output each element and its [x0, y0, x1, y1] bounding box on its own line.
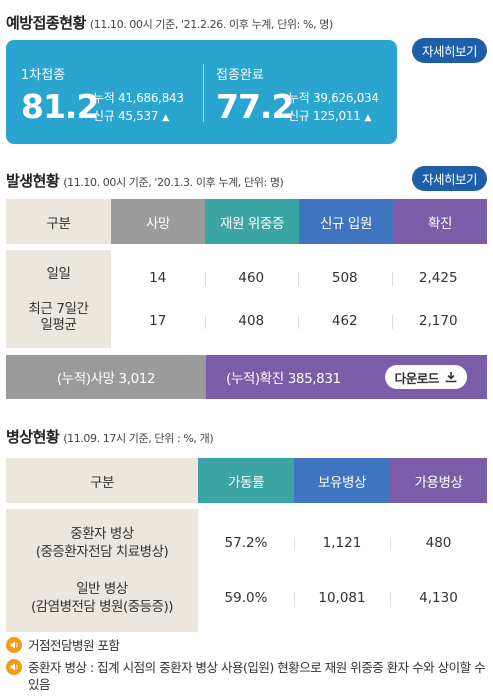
daily-death: 14	[149, 269, 167, 286]
occurrence-table: 구분 사망 재원 위중증 신규 입원 확진 일일 최근 7일간 일평균 14 46…	[6, 199, 487, 348]
general-total: 10,081	[294, 590, 390, 607]
complete-new: 신규 125,011 ▲	[288, 107, 371, 124]
cumulative-confirmed: (누적)확진 385,831	[226, 371, 341, 387]
cumulative-bar: (누적)사망 3,012 (누적)확진 385,831 다운로드	[6, 355, 487, 399]
vaccination-card: 1차접종 81.2 누적 41,686,843 신규 45,537 ▲ 접종완료 …	[6, 40, 397, 144]
beds-header-row: 구분 가동률 보유병상 가용병상	[6, 458, 487, 503]
first-dose-new: 신규 45,537 ▲	[93, 107, 169, 124]
download-label: 다운로드	[394, 370, 440, 386]
table-row: 17 408 462 2,170	[111, 313, 487, 329]
occurrence-header-row: 구분 사망 재원 위중증 신규 입원 확진	[6, 199, 487, 244]
cumulative-confirmed-panel: (누적)확진 385,831 다운로드	[206, 355, 487, 399]
first-dose-label: 1차접종	[21, 68, 66, 83]
vaccination-note: (11.10. 00시 기준, '21.2.26. 이후 누계, 단위: %, …	[89, 18, 334, 31]
icu-bed-label-main: 중환자 병상	[70, 525, 134, 542]
weekly-confirmed: 2,170	[391, 313, 486, 329]
beds-values: 57.2% 1,121 480 59.0% 10,081 4,130	[198, 509, 487, 632]
first-dose-rate: 81.2	[21, 87, 99, 126]
footnote-text: 거점전담병원 포함	[28, 638, 120, 653]
icu-available: 480	[390, 535, 487, 551]
footnote-item: 거점전담병원 포함	[6, 637, 487, 654]
general-occupancy: 59.0%	[224, 590, 268, 607]
beds-header-total: 보유병상	[294, 458, 390, 503]
weekly-new-admission: 462	[298, 313, 392, 329]
general-bed-label-main: 일반 병상	[76, 581, 128, 598]
speaker-icon	[6, 637, 22, 653]
beds-title: 병상현황	[6, 428, 60, 446]
daily-icu: 460	[204, 270, 299, 286]
header-new-admission: 신규 입원	[299, 199, 393, 244]
occurrence-title: 발생현황	[6, 172, 60, 190]
vaccination-title: 예방접종현황	[6, 14, 86, 32]
daily-new-admission: 508	[298, 270, 392, 286]
card-divider	[203, 64, 204, 122]
occurrence-section-title: 발생현황 (11.10. 00시 기준, '20.1.3. 이후 누계, 단위:…	[6, 170, 284, 191]
complete-rate: 77.2	[216, 87, 294, 126]
complete-new-value: 신규 125,011	[288, 109, 361, 123]
general-bed-label: 일반 병상 (감염병전담 병원(중등증))	[6, 580, 198, 616]
beds-section-title: 병상현황 (11.09. 17시 기준, 단위 : %, 개)	[6, 426, 214, 447]
complete-label: 접종완료	[216, 68, 264, 83]
footnote-text: 중환자 병상 : 집계 시점의 중환자 병상 사용(입원) 현황으로 재원 위중…	[28, 660, 486, 692]
up-arrow-icon: ▲	[364, 113, 372, 123]
general-available: 4,130	[390, 590, 487, 607]
header-confirmed: 확진	[393, 199, 487, 244]
first-dose-new-value: 신규 45,537	[93, 109, 159, 123]
first-dose-cumulative: 누적 41,686,843	[93, 91, 184, 105]
beds-row-labels: 중환자 병상 (중증환자전담 치료병상) 일반 병상 (감염병전담 병원(중등증…	[6, 509, 198, 632]
cumulative-death: (누적)사망 3,012	[6, 355, 206, 399]
footnotes: 거점전담병원 포함 중환자 병상 : 집계 시점의 중환자 병상 사용(입원) …	[6, 637, 487, 698]
table-row: 57.2% 1,121 480	[198, 535, 487, 551]
occurrence-note: (11.10. 00시 기준, '20.1.3. 이후 누계, 단위: 명)	[63, 176, 284, 189]
icu-bed-label-sub: (중증환자전담 치료병상)	[35, 543, 169, 560]
daily-confirmed: 2,425	[391, 270, 486, 286]
weekly-death: 17	[149, 312, 167, 329]
table-row: 59.0% 10,081 4,130	[198, 590, 487, 607]
header-category: 구분	[6, 199, 111, 244]
vaccination-detail-button[interactable]: 자세히보기	[411, 38, 487, 63]
complete-cumulative: 누적 39,626,034	[288, 91, 379, 105]
weekly-icu: 408	[204, 313, 299, 329]
header-icu: 재원 위중증	[205, 199, 299, 244]
icu-bed-label: 중환자 병상 (중증환자전담 치료병상)	[6, 525, 198, 561]
row-label-daily: 일일	[46, 265, 71, 282]
beds-header-category: 구분	[6, 458, 198, 503]
header-death: 사망	[111, 199, 205, 244]
occurrence-values: 14 460 508 2,425 17 408 462 2,170	[111, 250, 487, 348]
up-arrow-icon: ▲	[162, 113, 169, 123]
occurrence-detail-button[interactable]: 자세히보기	[411, 166, 487, 191]
occurrence-body: 일일 최근 7일간 일평균 14 460 508 2,425 17 408 462…	[6, 250, 487, 348]
vaccination-section-title: 예방접종현황 (11.10. 00시 기준, '21.2.26. 이후 누계, …	[6, 12, 333, 33]
beds-note: (11.09. 17시 기준, 단위 : %, 개)	[63, 432, 214, 445]
beds-header-available: 가용병상	[390, 458, 487, 503]
speaker-icon	[6, 659, 22, 675]
download-icon	[445, 372, 457, 383]
beds-body: 중환자 병상 (중증환자전담 치료병상) 일반 병상 (감염병전담 병원(중등증…	[6, 509, 487, 632]
row-label-weekly-avg: 최근 7일간 일평균	[28, 300, 89, 333]
download-button[interactable]: 다운로드	[384, 365, 467, 389]
icu-occupancy: 57.2%	[224, 534, 268, 551]
icu-total: 1,121	[294, 535, 390, 551]
beds-table: 구분 가동률 보유병상 가용병상 중환자 병상 (중증환자전담 치료병상) 일반…	[6, 458, 487, 632]
beds-header-occupancy: 가동률	[198, 458, 294, 503]
footnote-item: 중환자 병상 : 집계 시점의 중환자 병상 사용(입원) 현황으로 재원 위중…	[6, 659, 487, 693]
occurrence-row-labels: 일일 최근 7일간 일평균	[6, 250, 111, 348]
general-bed-label-sub: (감염병전담 병원(중등증))	[30, 599, 174, 616]
table-row: 14 460 508 2,425	[111, 270, 487, 286]
